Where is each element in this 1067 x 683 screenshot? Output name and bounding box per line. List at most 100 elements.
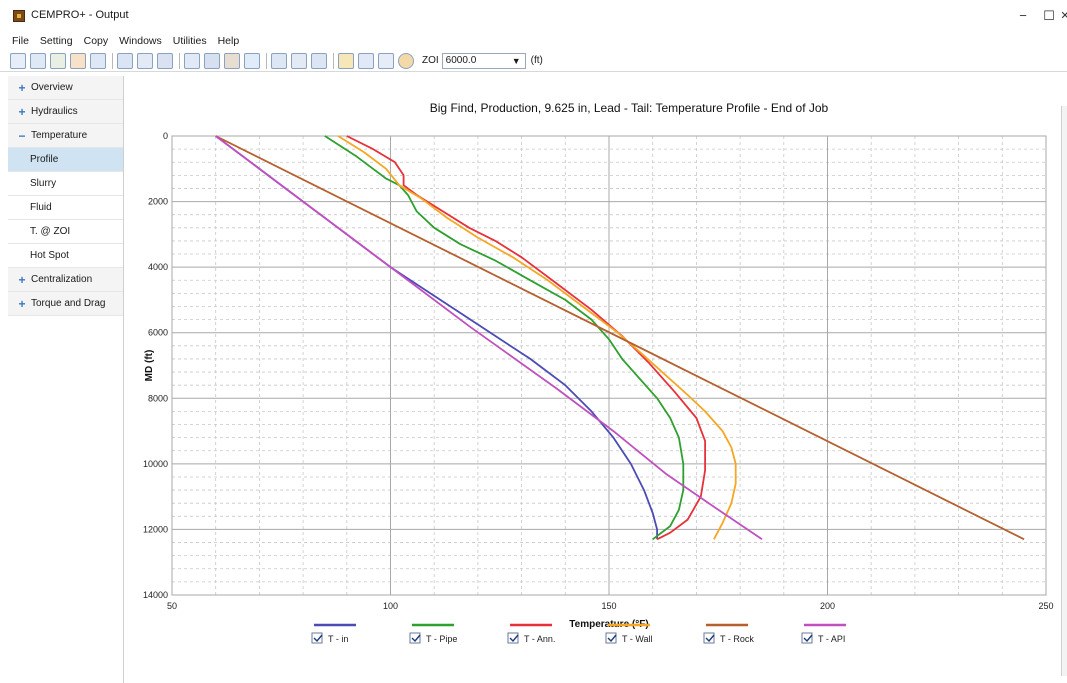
table-icon[interactable] <box>291 52 307 69</box>
x-tick-label: 250 <box>1038 601 1053 611</box>
open-file-icon[interactable] <box>10 52 26 69</box>
menu-file[interactable]: File <box>12 35 29 47</box>
menu-windows[interactable]: Windows <box>119 35 162 47</box>
zoi-unit-label: (ft) <box>530 55 543 66</box>
maximize-button[interactable]: ☐ <box>1043 8 1055 23</box>
sidebar-item-label: Slurry <box>30 177 57 189</box>
sidebar-item-hydraulics[interactable]: + Hydraulics <box>8 100 123 124</box>
check-icon <box>411 634 421 643</box>
series-line-5 <box>215 135 763 541</box>
document-icon[interactable] <box>358 52 374 69</box>
menu-copy[interactable]: Copy <box>83 35 109 47</box>
title-bar: CEMPRO+ - Output − ☐ ✕ <box>0 0 1067 32</box>
plus-icon: + <box>18 104 26 119</box>
minus-icon: − <box>18 128 26 143</box>
legend-label: T - Wall <box>622 634 653 644</box>
minimize-button[interactable]: − <box>1019 8 1027 23</box>
sidebar-item-temperature[interactable]: − Temperature <box>8 124 123 148</box>
zoi-depth-select[interactable]: 6000.0 ▼ <box>441 52 526 69</box>
sidebar-item-profile[interactable]: Profile <box>8 148 123 172</box>
plus-icon: + <box>18 272 26 287</box>
series-line-1 <box>324 135 685 541</box>
y-tick-label: 0 <box>163 131 168 141</box>
check-icon <box>705 634 715 643</box>
sidebar-item-label: Fluid <box>30 201 52 213</box>
legend-checkbox[interactable] <box>311 632 323 644</box>
check-icon <box>313 634 323 643</box>
marker-icon[interactable] <box>90 52 106 69</box>
sidebar-item-label: Profile <box>30 153 59 165</box>
notes-icon[interactable] <box>338 52 354 69</box>
sidebar-item-centralization[interactable]: + Centralization <box>8 268 123 292</box>
well-icon[interactable] <box>157 52 173 69</box>
help-icon[interactable] <box>378 52 394 69</box>
y-tick-label: 8000 <box>148 393 168 403</box>
vertical-scrollbar[interactable] <box>1061 106 1067 676</box>
chart-icon[interactable] <box>244 52 260 69</box>
x-tick-label: 200 <box>820 601 835 611</box>
toolbar-separator <box>112 52 113 69</box>
app-logo-icon <box>13 10 25 22</box>
series-line-3 <box>337 135 737 540</box>
x-tick-label: 50 <box>167 601 177 611</box>
plus-icon: + <box>18 296 26 311</box>
sidebar-item-label: Torque and Drag <box>31 297 106 309</box>
legend-label: T - Rock <box>720 634 754 644</box>
sidebar-item-label: Temperature <box>31 129 88 141</box>
zoi-depth-value: 6000.0 <box>445 54 477 66</box>
sidebar-item-hot-spot[interactable]: Hot Spot <box>8 244 123 268</box>
cylinder-icon[interactable] <box>204 52 220 69</box>
sidebar-item-label: T. @ ZOI <box>30 225 71 237</box>
y-tick-label: 2000 <box>148 197 168 207</box>
toolbar: ZOI 6000.0 ▼ (ft) <box>0 50 1067 72</box>
y-axis-label: MD (ft) <box>144 350 155 382</box>
sidebar-item-fluid[interactable]: Fluid <box>8 196 123 220</box>
sidebar-item-label: Centralization <box>31 273 93 285</box>
fire-icon[interactable] <box>70 52 86 69</box>
save-file-icon[interactable] <box>30 52 46 69</box>
x-tick-label: 150 <box>601 601 616 611</box>
temperature-profile-chart: 50 100 150 200 250 0 2000 4000 6000 8000 10000 1200… <box>143 101 1054 644</box>
sidebar-item-overview[interactable]: + Overview <box>8 76 123 100</box>
legend-label: T - Ann. <box>524 634 555 644</box>
zoi-label: ZOI <box>422 55 439 66</box>
legend-checkbox[interactable] <box>703 632 715 644</box>
check-icon <box>509 634 519 643</box>
casing-icon[interactable] <box>117 52 133 69</box>
navigation-sidebar: + Overview + Hydraulics − Temperature Profile S… <box>8 76 124 683</box>
column-icon[interactable] <box>184 52 200 69</box>
y-tick-label: 4000 <box>148 262 168 272</box>
string-icon[interactable] <box>137 52 153 69</box>
x-tick-label: 100 <box>383 601 398 611</box>
menu-bar: File Setting Copy Windows Utilities Help <box>0 32 1067 50</box>
check-icon <box>607 634 617 643</box>
legend-checkbox[interactable] <box>507 632 519 644</box>
menu-setting[interactable]: Setting <box>39 35 73 47</box>
chart-title: Big Find, Production, 9.625 in, Lead - T… <box>430 101 829 115</box>
sidebar-item-label: Hot Spot <box>30 249 69 261</box>
y-tick-label: 6000 <box>148 328 168 338</box>
chevron-down-icon[interactable]: ▼ <box>511 55 521 66</box>
gauge-icon[interactable] <box>311 52 327 69</box>
report-icon[interactable] <box>271 52 287 69</box>
sidebar-item-slurry[interactable]: Slurry <box>8 172 123 196</box>
sidebar-item-torque-and-drag[interactable]: + Torque and Drag <box>8 292 123 316</box>
print-icon[interactable] <box>50 52 66 69</box>
menu-utilities[interactable]: Utilities <box>172 35 207 47</box>
legend-checkbox[interactable] <box>409 632 421 644</box>
legend-label: T - Pipe <box>426 634 457 644</box>
series-line-2 <box>346 135 706 541</box>
series-line-4 <box>215 135 1025 541</box>
window-title: CEMPRO+ - Output <box>31 9 129 21</box>
globe-icon[interactable] <box>398 52 414 69</box>
menu-help[interactable]: Help <box>217 35 240 47</box>
chart-panel: 50 100 150 200 250 0 2000 4000 6000 8000 10000 1200… <box>124 76 1067 683</box>
legend-checkbox[interactable] <box>801 632 813 644</box>
toolbar-separator <box>179 52 180 69</box>
close-button[interactable]: ✕ <box>1060 10 1067 22</box>
cement-icon[interactable] <box>224 52 240 69</box>
y-tick-label: 10000 <box>143 459 168 469</box>
sidebar-item-t-zoi[interactable]: T. @ ZOI <box>8 220 123 244</box>
legend-checkbox[interactable] <box>605 632 617 644</box>
